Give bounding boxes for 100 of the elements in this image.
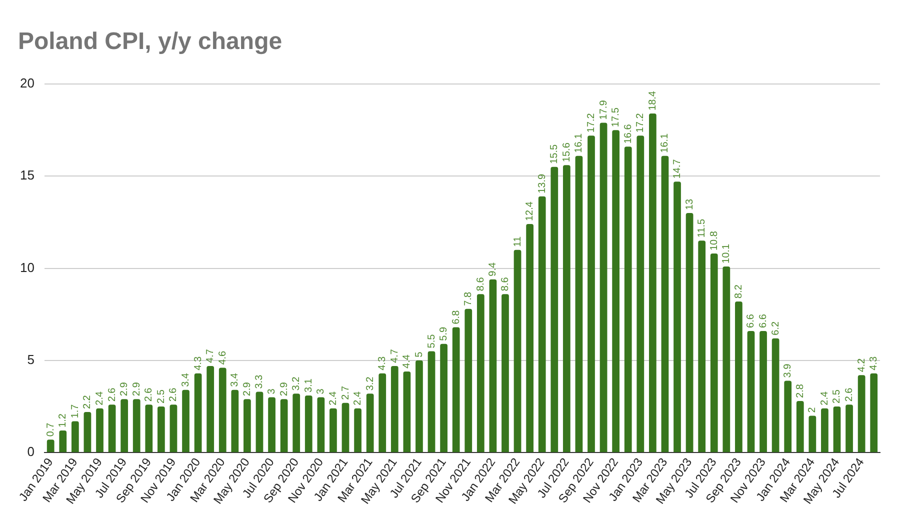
data-label: 2.5 [156, 389, 167, 404]
bar [661, 156, 669, 452]
data-label: 14.7 [672, 158, 684, 179]
bar [821, 408, 828, 452]
data-label: 18.4 [647, 90, 658, 110]
data-label: 1.2 [58, 413, 69, 428]
data-label: 12.4 [524, 201, 536, 222]
y-tick-label: 15 [20, 168, 34, 183]
bar [120, 399, 128, 452]
bar [145, 404, 153, 452]
bar [416, 360, 423, 452]
bar [158, 406, 165, 452]
bar [330, 408, 337, 452]
bar [735, 301, 742, 452]
bar [870, 373, 878, 452]
y-tick-label: 5 [27, 352, 34, 368]
data-label: 2.9 [242, 382, 253, 396]
data-label: 2.6 [106, 387, 118, 402]
bar [674, 182, 681, 452]
bar [46, 440, 54, 452]
bar [760, 330, 767, 452]
bar [342, 402, 350, 452]
bar [489, 279, 497, 452]
bar [71, 421, 79, 452]
chart-title: Poland CPI, y/y change [18, 28, 282, 56]
bar [686, 213, 694, 452]
bar [390, 366, 398, 452]
data-label: 3.4 [180, 372, 192, 387]
data-label: 2.6 [844, 387, 856, 402]
bar [476, 294, 484, 452]
data-label: 0.7 [45, 422, 56, 437]
data-label: 10.1 [721, 244, 732, 264]
bar [194, 373, 202, 452]
data-label: 2.8 [794, 384, 806, 398]
bar [317, 397, 325, 452]
bar [354, 408, 362, 452]
bar [428, 351, 436, 452]
data-label: 5.9 [438, 326, 450, 341]
data-label: 3.2 [291, 376, 302, 391]
data-label: 2.4 [328, 391, 339, 406]
bar [858, 375, 866, 452]
y-tick-label: 10 [20, 260, 34, 275]
bar [784, 380, 792, 452]
data-label: 17.2 [586, 112, 597, 133]
bar [636, 136, 644, 452]
data-label: 16.1 [574, 132, 585, 153]
data-label: 3.9 [782, 363, 794, 378]
data-label: 10.8 [708, 230, 720, 251]
bar [833, 406, 841, 452]
data-label: 6.2 [770, 320, 782, 336]
data-label: 3 [266, 388, 278, 394]
data-label: 17.9 [598, 100, 610, 120]
bar [132, 399, 140, 452]
data-label: 15.6 [561, 142, 572, 162]
data-label: 8.2 [733, 284, 744, 298]
data-label: 1.7 [70, 404, 81, 418]
bar [808, 416, 816, 452]
bar [292, 394, 300, 452]
bar [526, 224, 534, 452]
data-label: 4.2 [856, 358, 868, 372]
data-label: 11 [512, 236, 524, 247]
data-label: 2.7 [340, 385, 352, 400]
bar [550, 166, 558, 452]
bar [722, 266, 730, 452]
bar [403, 371, 411, 452]
data-label: 2.4 [94, 391, 106, 406]
bar [280, 399, 288, 452]
bar [256, 392, 264, 452]
bar [588, 136, 595, 452]
data-label: 3.4 [230, 372, 241, 387]
bar [600, 122, 608, 452]
data-label: 6.6 [758, 314, 770, 328]
bar [562, 165, 570, 452]
bar [747, 330, 755, 452]
data-label: 2.4 [819, 391, 830, 406]
data-label: 2.6 [144, 387, 155, 402]
bar [710, 254, 718, 452]
bar [304, 395, 312, 452]
bar [170, 404, 178, 452]
bar [84, 412, 92, 452]
bar [538, 196, 546, 452]
data-label: 2.6 [168, 387, 180, 402]
bar [108, 404, 116, 452]
data-label: 2.5 [832, 389, 843, 404]
bar [182, 390, 190, 452]
bar [502, 294, 509, 452]
data-label: 17.5 [610, 107, 622, 128]
data-label: 17.2 [635, 112, 646, 133]
bar [575, 156, 583, 452]
bar [846, 404, 853, 452]
bar [96, 408, 104, 452]
data-label: 13 [684, 198, 696, 210]
data-label: 9.4 [488, 262, 499, 276]
data-label: 4.4 [402, 354, 413, 368]
bar [514, 250, 522, 452]
data-label: 16.1 [660, 132, 671, 153]
data-label: 3.3 [254, 374, 266, 389]
bar [206, 366, 214, 452]
bar [378, 373, 386, 452]
data-label: 2.2 [82, 394, 94, 410]
